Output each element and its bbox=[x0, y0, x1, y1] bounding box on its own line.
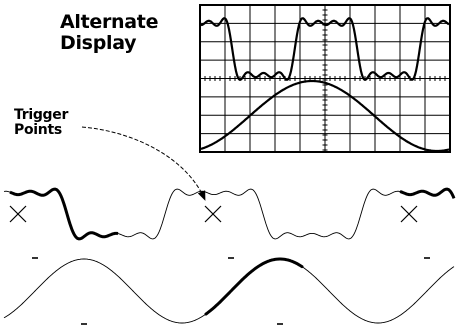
trigger-arrow bbox=[81, 126, 206, 201]
scope-center-ticks bbox=[204, 9, 446, 151]
title-line-2: Display bbox=[60, 32, 137, 54]
trigger-point-3 bbox=[400, 205, 418, 223]
scope-sine-trace bbox=[200, 79, 450, 153]
square-waveform bbox=[3, 187, 456, 241]
trigger-label-line-1: Trigger bbox=[14, 107, 69, 123]
scope-square-trace bbox=[200, 17, 450, 82]
trigger-points-label: Trigger Points bbox=[14, 108, 68, 138]
trigger-point-1 bbox=[9, 205, 27, 223]
alternate-display-label: Alternate Display bbox=[60, 12, 158, 54]
oscilloscope-screen bbox=[199, 4, 451, 153]
sine-waveform bbox=[3, 257, 455, 325]
trigger-label-line-2: Points bbox=[14, 122, 62, 138]
title-line-1: Alternate bbox=[60, 11, 159, 33]
square-wave-bold-segments bbox=[9, 187, 456, 241]
sine-peak-markers bbox=[32, 257, 430, 325]
trigger-point-2 bbox=[204, 205, 222, 223]
sine-wave-bold-segment bbox=[204, 257, 304, 316]
